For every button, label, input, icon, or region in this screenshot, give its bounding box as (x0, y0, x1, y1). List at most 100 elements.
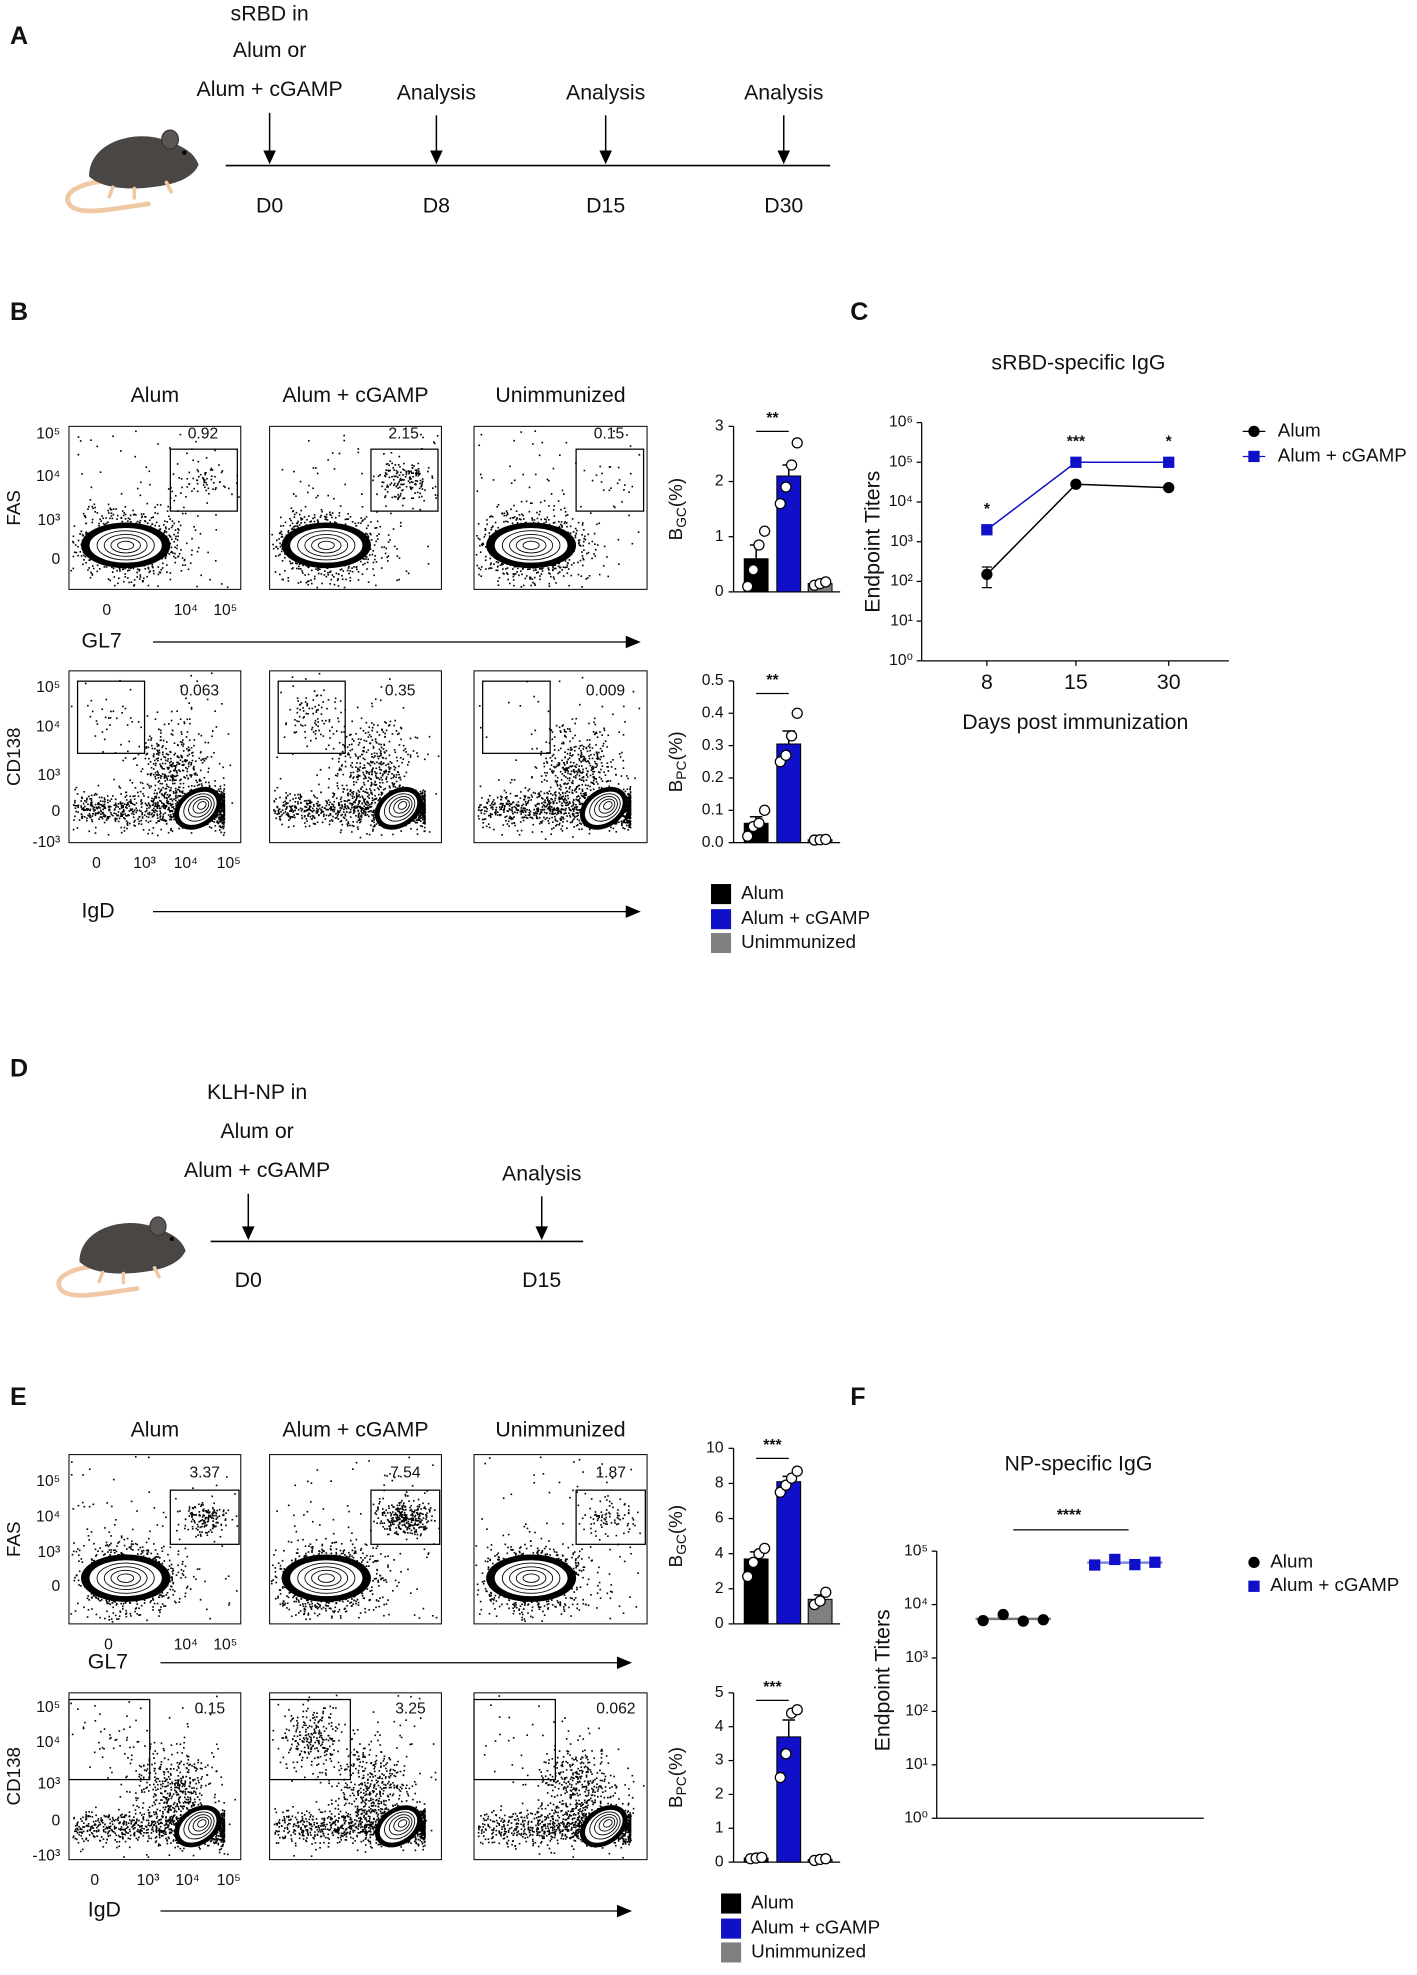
y-tick-label: 4 (715, 1718, 724, 1735)
y-tick-label: 2 (715, 473, 724, 490)
flow-y-tick: 10⁵ (36, 426, 60, 443)
significance: *** (763, 1679, 782, 1696)
data-point (820, 1853, 832, 1865)
gate (277, 680, 346, 754)
panel-letter: C (850, 298, 868, 326)
panel-letter: D (10, 1054, 28, 1082)
density-contour (598, 1816, 616, 1832)
mouse-body (79, 1223, 186, 1274)
timeline-header: Alum + cGAMP (184, 1158, 330, 1182)
significance: **** (1057, 1507, 1082, 1524)
plot-frame (269, 670, 442, 844)
y-tick-label: 0.4 (702, 704, 724, 721)
plot-frame (68, 425, 242, 590)
y-tick-label: 0.0 (702, 834, 724, 851)
flow-y-tick: 10⁴ (36, 468, 60, 485)
chart-title: NP-specific IgG (1004, 1451, 1152, 1475)
data-point (791, 437, 803, 449)
gate-percent: 0.15 (195, 1701, 226, 1718)
mouse-icon (65, 129, 199, 214)
density-contour (501, 1562, 561, 1594)
flow-x-tick: 10⁵ (213, 1636, 237, 1653)
density-contour (515, 537, 547, 554)
legend-label: Unimmunized (741, 931, 856, 952)
gate (575, 1489, 646, 1545)
density-contour (297, 530, 356, 561)
legend-swatch (711, 909, 732, 930)
y-tick-label: 10⁰ (904, 1809, 928, 1826)
data-point (774, 1771, 786, 1784)
density-contour (522, 1573, 540, 1583)
gate (482, 680, 551, 754)
flow-x-label: GL7 (82, 629, 122, 653)
density-contour (493, 1559, 569, 1598)
flow-y-tick: 0 (51, 551, 60, 568)
marker (1248, 450, 1260, 463)
marker (981, 568, 993, 581)
legend-label: Alum + cGAMP (1270, 1574, 1399, 1595)
event-label: D0 (235, 1268, 262, 1292)
panel-letter: B (10, 298, 28, 326)
flow-y-tick: -10³ (32, 1847, 60, 1864)
y-tick-label: 0 (715, 583, 724, 600)
y-tick-label: 10⁴ (889, 493, 913, 510)
bar (776, 475, 802, 593)
flow-x-tick: 0 (104, 1636, 113, 1653)
legend-label: Alum + cGAMP (741, 907, 870, 928)
flow-y-tick: -10³ (32, 834, 60, 851)
significance: *** (763, 1437, 782, 1454)
y-label-suffix: (%) (665, 1747, 686, 1776)
data-point (780, 1748, 792, 1760)
timeline-header: Alum or (220, 1119, 293, 1143)
flow-y-tick: 0 (51, 1812, 60, 1829)
flow-x-label: GL7 (88, 1649, 128, 1673)
series-line (986, 461, 1169, 531)
y-label-sub: PC (674, 1776, 689, 1795)
y-tick-label: 10¹ (905, 1756, 928, 1773)
plot-frame (473, 1454, 648, 1625)
density-contour (594, 1814, 618, 1836)
density-contour (117, 1573, 135, 1583)
data-point (791, 1465, 803, 1477)
mouse-ear (149, 1216, 167, 1237)
data-point (747, 1556, 759, 1569)
column-title: Alum + cGAMP (282, 383, 428, 407)
y-tick-label: 0 (715, 1615, 724, 1632)
timeline-header: KLH-NP in (207, 1080, 307, 1104)
y-tick-label: 2 (715, 1580, 724, 1597)
arrow-head (263, 150, 276, 165)
data-point (758, 1542, 771, 1555)
legend-label: Unimmunized (751, 1940, 866, 1961)
gate (169, 1489, 240, 1545)
x-tick-label: 30 (1157, 670, 1181, 694)
y-tick-label: 10 (706, 1439, 724, 1456)
flow-x-tick: 0 (102, 602, 111, 619)
event-above: Analysis (566, 81, 645, 105)
density-contour (183, 1811, 215, 1840)
legend-label: Alum (741, 882, 784, 903)
arrow-head (535, 1226, 548, 1241)
axis-arrow-head (625, 905, 641, 918)
marker (977, 1615, 989, 1627)
density-contour (96, 530, 155, 561)
density-contour (603, 801, 613, 810)
gate-percent: 0.063 (180, 683, 219, 700)
flow-x-tick: 10⁵ (217, 1872, 241, 1889)
mouse-ear (161, 129, 179, 150)
flow-y-label: FAS (3, 1521, 24, 1557)
y-tick-label: 10¹ (890, 612, 913, 629)
data-point (742, 1570, 754, 1583)
flow-x-tick: 10⁵ (213, 602, 237, 619)
density-contour (383, 793, 416, 822)
density-contour (110, 537, 141, 554)
density-contour (384, 1811, 416, 1840)
error-bar (782, 1719, 796, 1737)
marker (1163, 481, 1175, 494)
density-contour (397, 801, 408, 810)
y-label-suffix: (%) (665, 1505, 686, 1534)
gate-percent: 0.35 (385, 683, 416, 700)
gate-percent: 7.54 (390, 1464, 421, 1481)
data-point (820, 1586, 832, 1598)
legend-label: Alum + cGAMP (751, 1917, 880, 1938)
y-label-suffix: (%) (665, 478, 686, 507)
